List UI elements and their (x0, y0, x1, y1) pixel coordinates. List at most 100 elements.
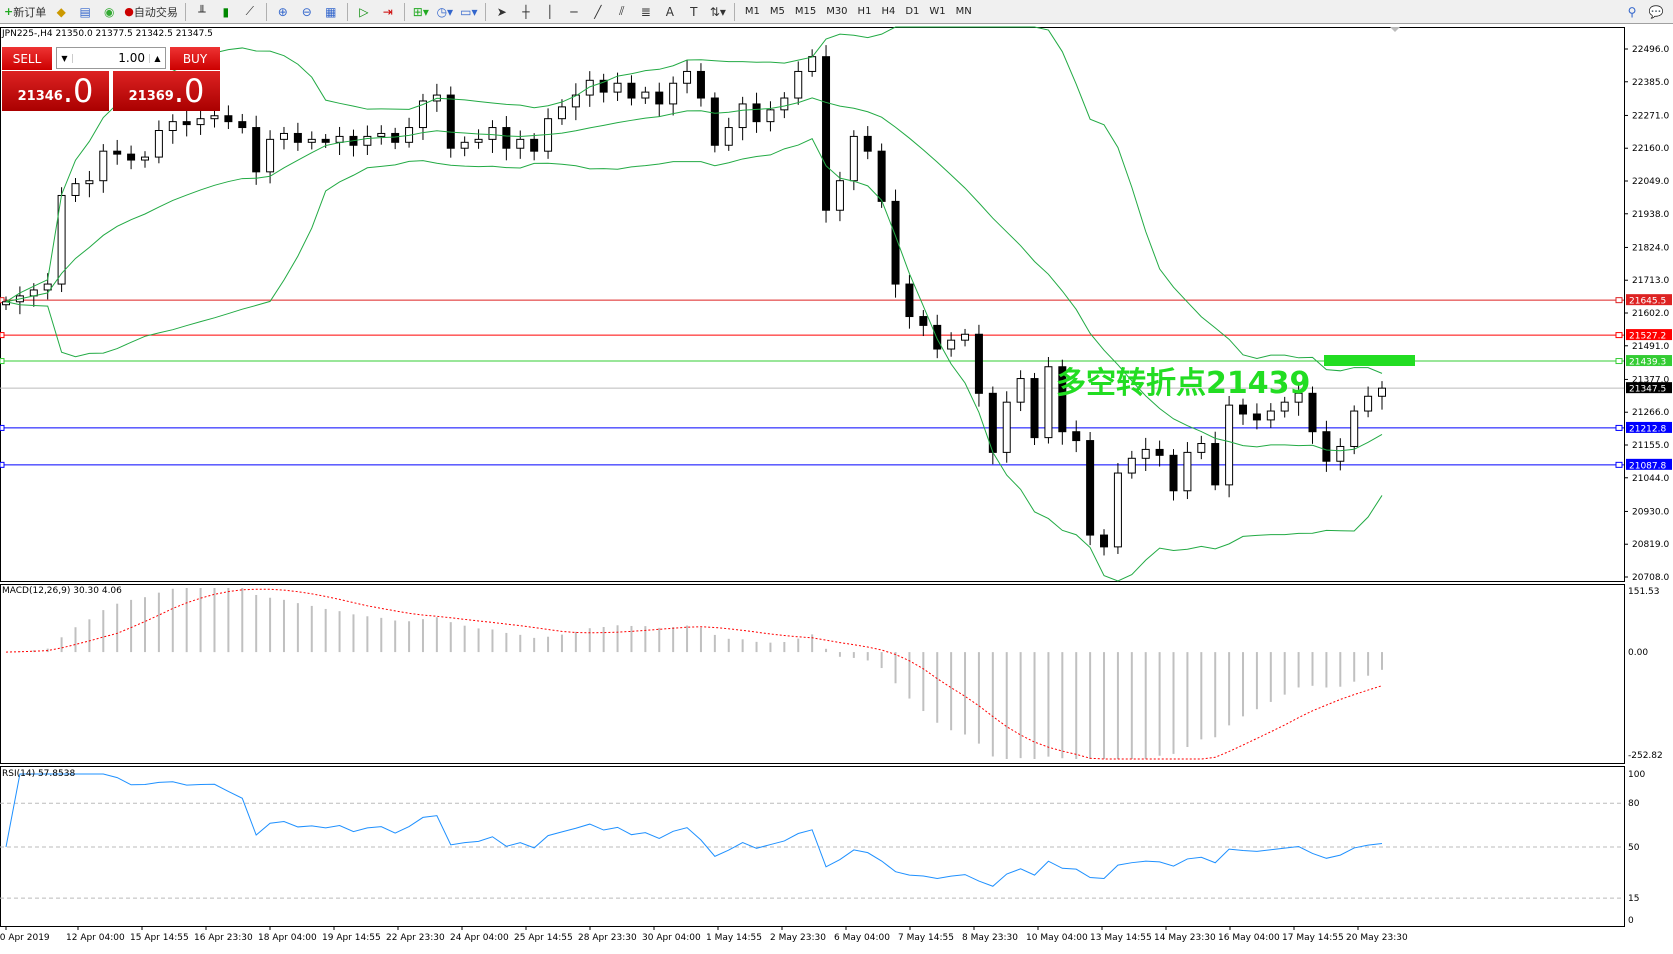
templates-icon[interactable]: ▭▾ (460, 4, 478, 19)
chart-window[interactable]: 22496.0 22385.0 22271.0 22160.0 22049.0 21938… (0, 25, 1673, 951)
candle-body (1155, 448, 1164, 456)
market-watch-icon[interactable]: ◆ (56, 4, 66, 19)
crosshair-icon[interactable]: ┼ (522, 4, 530, 19)
signals-icon[interactable]: ◉ (103, 4, 115, 19)
timeframe-m30[interactable]: M30 (826, 6, 848, 17)
chat-icon[interactable]: 💬 (1648, 4, 1664, 19)
candle (391, 127, 400, 150)
new-order-button[interactable]: + 新订单 (4, 5, 47, 19)
horizontal-line-icon[interactable]: ─ (570, 4, 578, 19)
level-price-label: 21527.2 (1629, 332, 1666, 342)
sell-button[interactable]: SELL (2, 47, 52, 70)
arrows-icon[interactable]: ⇅▾ (709, 4, 726, 19)
candle-body (99, 150, 108, 182)
timeframe-h4[interactable]: H4 (881, 6, 896, 17)
time-tick-label: 15 Apr 14:55 (130, 933, 189, 943)
candle-body (877, 150, 886, 202)
timeframe-w1[interactable]: W1 (929, 6, 946, 17)
timeframe-m5[interactable]: M5 (769, 6, 785, 17)
time-tick-label: 25 Apr 14:55 (514, 933, 573, 943)
text-icon[interactable]: A (665, 4, 674, 19)
sell-price[interactable]: 21346.0 (2, 71, 109, 111)
chart-shift-icon[interactable]: ⇥ (382, 4, 393, 19)
candle-body (669, 82, 678, 105)
buy-button[interactable]: BUY (170, 47, 220, 70)
candle-body (905, 283, 914, 318)
price-tick-label: 22049.0 (1632, 177, 1669, 187)
timeframe-m1[interactable]: M1 (744, 6, 760, 17)
periods-clock-icon[interactable]: ◷▾ (436, 4, 454, 19)
navigator-icon[interactable]: ▤ (79, 4, 91, 19)
rsi-tick-label: 80 (1628, 799, 1640, 809)
line-chart-icon[interactable]: ⟋ (245, 4, 255, 18)
timeframe-h1[interactable]: H1 (857, 6, 872, 17)
candle-body (1211, 443, 1220, 486)
candle (655, 82, 664, 117)
candle-body (252, 127, 261, 173)
level-handle (0, 358, 5, 365)
timeframe-bar: M1 M5 M15 M30 H1 H4 D1 W1 MN (740, 2, 977, 22)
trendline-icon[interactable]: ╱ (594, 4, 602, 19)
candle (738, 96, 747, 141)
timeframe-mn[interactable]: MN (955, 6, 972, 17)
vertical-line-icon[interactable]: │ (546, 4, 554, 19)
buy-price[interactable]: 21369.0 (113, 71, 220, 111)
text-label-icon[interactable]: T (690, 4, 698, 19)
search-icon[interactable]: ⚲ (1627, 4, 1637, 19)
candle-body (1169, 454, 1178, 492)
candle-body (710, 97, 719, 146)
candle-body (1252, 413, 1261, 421)
candle (1127, 450, 1136, 479)
candle (1155, 440, 1164, 467)
fibonacci-icon[interactable]: ≣ (640, 4, 651, 19)
candle (1322, 420, 1331, 472)
cursor-icon[interactable]: ➤ (496, 4, 507, 19)
candle-body (585, 79, 594, 96)
candle-body (363, 135, 372, 146)
auto-trading-button[interactable]: ● 自动交易 (124, 5, 178, 19)
auto-trading-icon: ● (124, 5, 134, 18)
macd-tick-label: -252.82 (1628, 751, 1663, 761)
price-tick-label: 21377.0 (1632, 375, 1669, 385)
time-tick-label: 6 May 04:00 (834, 933, 890, 943)
zoom-out-icon[interactable]: ⊖ (301, 4, 312, 19)
tile-windows-icon[interactable]: ▦ (325, 4, 337, 19)
candle (710, 92, 719, 153)
equidistant-channel-icon[interactable]: ⫽ (619, 4, 625, 18)
timeframe-m15[interactable]: M15 (794, 6, 817, 17)
candle (599, 73, 608, 103)
candle-body (238, 121, 247, 129)
candle-body (1294, 392, 1303, 403)
candle (933, 314, 942, 359)
candle (1252, 403, 1261, 430)
lot-decrease-button[interactable]: ▼ (57, 53, 73, 63)
indicators-icon[interactable]: ⊞▾ (412, 4, 429, 19)
divider (184, 2, 186, 21)
candlestick-icon[interactable]: ▮ (222, 4, 230, 19)
candle-body (154, 130, 163, 158)
candle (460, 136, 469, 157)
level-price-label: 21439.3 (1629, 358, 1666, 368)
rsi-tick-label: 15 (1628, 894, 1639, 904)
zoom-in-icon[interactable]: ⊕ (277, 4, 288, 19)
lot-increase-button[interactable]: ▲ (149, 53, 165, 63)
candle-body (655, 91, 664, 105)
lot-input[interactable]: 1.00 (118, 51, 145, 65)
bar-chart-icon[interactable]: ╨ (198, 4, 206, 19)
candle-body (863, 135, 872, 152)
level-price-badge (1626, 458, 1672, 470)
candle (210, 109, 219, 128)
candle-body (1016, 378, 1025, 403)
candle (891, 189, 900, 298)
chart-canvas[interactable]: 22496.0 22385.0 22271.0 22160.0 22049.0 21938… (0, 25, 1673, 951)
time-tick-label: 12 Apr 04:00 (66, 933, 125, 943)
timeframe-d1[interactable]: D1 (905, 6, 920, 17)
candle (349, 129, 358, 157)
candle (1058, 359, 1067, 445)
candle (1141, 437, 1150, 471)
candle (1169, 449, 1178, 501)
candle (1350, 405, 1359, 455)
candle-body (571, 94, 580, 108)
auto-scroll-icon[interactable]: ▷ (359, 4, 369, 19)
time-tick-label: 19 Apr 14:55 (322, 933, 381, 943)
